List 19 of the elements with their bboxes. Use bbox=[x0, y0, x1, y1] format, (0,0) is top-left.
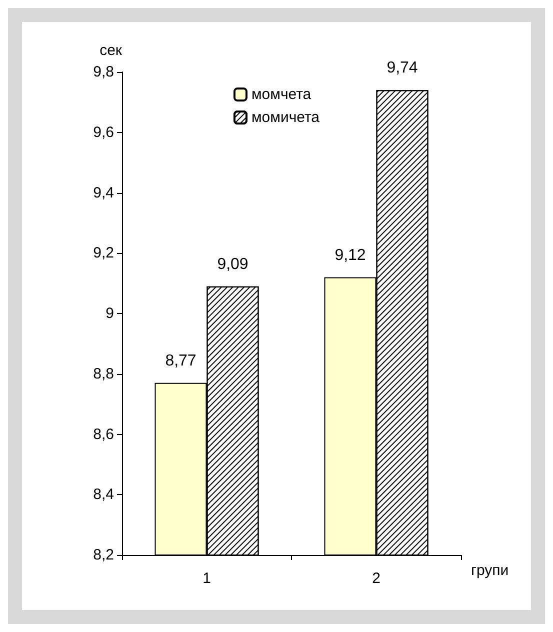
data-label: 9,09 bbox=[217, 256, 248, 273]
data-label: 8,77 bbox=[165, 352, 196, 370]
y-tick-label: 8,2 bbox=[93, 546, 114, 564]
legend-label: момичета bbox=[251, 109, 320, 126]
data-label: 9,12 bbox=[334, 246, 366, 264]
y-tick-label: 9 bbox=[106, 305, 114, 322]
y-tick-label: 9,4 bbox=[93, 184, 114, 202]
y-tick-label: 9,8 bbox=[93, 64, 114, 80]
x-axis-title: групи bbox=[471, 562, 509, 579]
x-tick-label: 2 bbox=[372, 570, 380, 587]
x-tick-label: 1 bbox=[202, 570, 211, 587]
data-label: 9,74 bbox=[386, 60, 418, 77]
y-tick-label: 8,6 bbox=[93, 426, 114, 443]
y-tick-label: 8,8 bbox=[93, 365, 114, 382]
y-axis-title: сек bbox=[100, 42, 122, 59]
y-tick-label: 8,4 bbox=[93, 486, 114, 504]
legend-label: момчета bbox=[251, 86, 312, 103]
y-tick-label: 9,2 bbox=[93, 244, 114, 262]
y-tick-label: 9,6 bbox=[93, 124, 114, 141]
